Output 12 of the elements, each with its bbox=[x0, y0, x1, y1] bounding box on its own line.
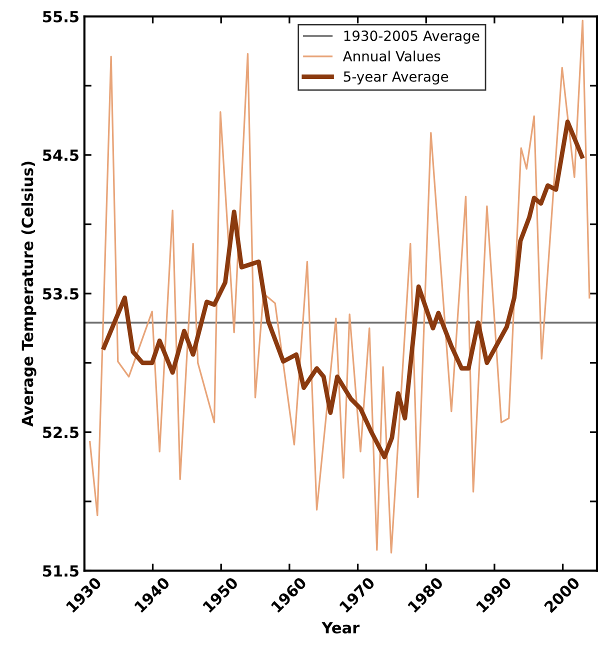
x-axis-title: Year bbox=[322, 622, 360, 634]
y-tick-label: 51.5 bbox=[43, 565, 78, 577]
line-series bbox=[102, 119, 584, 460]
legend-label: 5-year Average bbox=[344, 71, 448, 85]
legend-label: 1930-2005 Average bbox=[344, 30, 480, 44]
line-series bbox=[89, 20, 590, 554]
y-tick-label: 55.5 bbox=[43, 11, 78, 22]
legend-label: Annual Values bbox=[342, 50, 440, 62]
y-tick-label: 54.5 bbox=[43, 150, 78, 161]
y-tick-label: 52.5 bbox=[43, 426, 78, 438]
y-tick-label: 53.5 bbox=[43, 288, 78, 300]
y-axis-title: Average Temperature (Celsius) bbox=[21, 162, 36, 427]
